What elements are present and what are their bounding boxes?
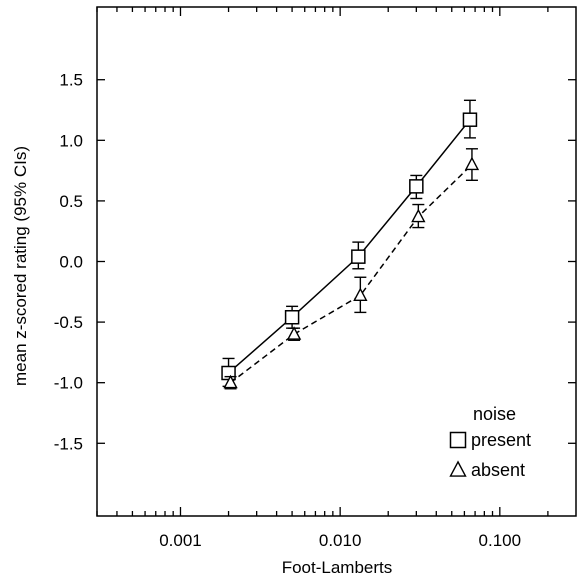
legend-title: noise	[473, 404, 516, 424]
y-tick-label: 0.0	[59, 253, 83, 272]
y-tick-label: 1.0	[59, 131, 83, 150]
x-tick-label: 0.100	[479, 531, 522, 550]
data-point-present	[221, 365, 236, 381]
y-axis-title: mean z-scored rating (95% CIs)	[11, 146, 30, 386]
data-point-absent	[223, 374, 238, 389]
y-tick-label: -1.0	[54, 374, 83, 393]
series-absent	[223, 148, 480, 390]
data-point-present	[462, 112, 478, 127]
legend-label-present: present	[471, 430, 531, 450]
x-tick-label: 0.010	[319, 531, 362, 550]
y-tick-label: 1.5	[59, 71, 83, 90]
x-tick-label: 0.001	[159, 531, 202, 550]
legend-marker-present	[449, 431, 467, 449]
data-point-absent	[353, 287, 368, 301]
legend-label-absent: absent	[471, 460, 525, 480]
x-axis-title: Foot-Lamberts	[282, 558, 393, 577]
data-point-absent	[286, 326, 302, 340]
data-point-absent	[464, 156, 480, 171]
data-point-present	[351, 249, 366, 264]
legend-marker-absent	[449, 460, 467, 477]
series-line-present	[228, 119, 471, 374]
y-tick-label: -0.5	[54, 313, 83, 332]
y-tick-label: -1.5	[54, 434, 83, 453]
series-present	[221, 99, 478, 388]
y-tick-label: 0.5	[59, 192, 83, 211]
data-point-present	[409, 179, 424, 194]
data-point-present	[284, 309, 300, 325]
series-line-absent	[230, 164, 473, 384]
data-point-absent	[411, 208, 426, 223]
